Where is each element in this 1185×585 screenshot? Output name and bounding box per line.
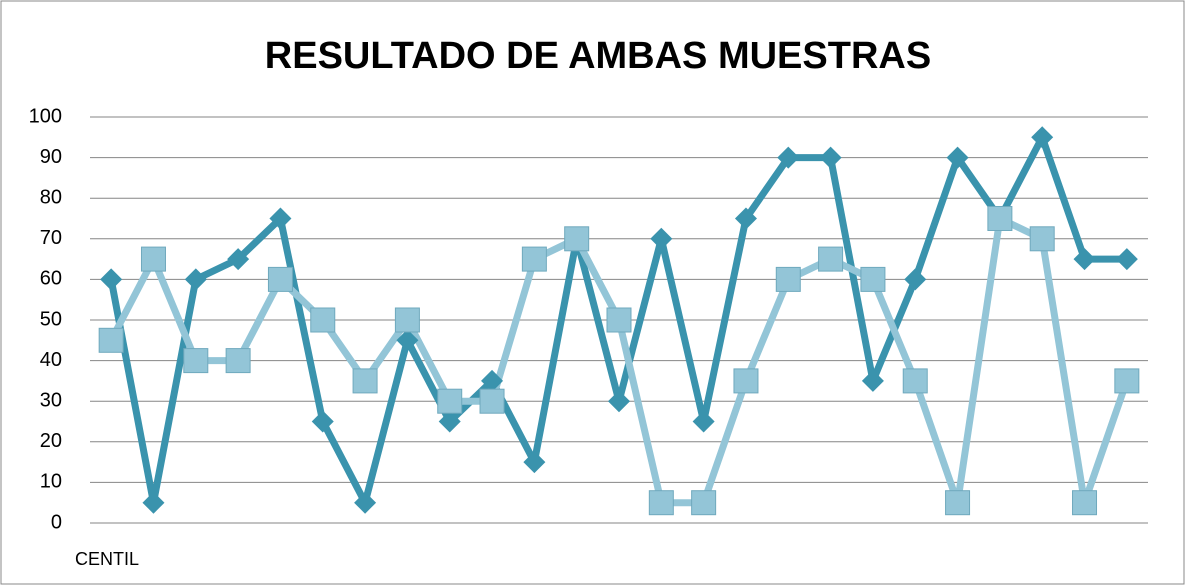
diamond-marker	[354, 491, 377, 514]
square-marker	[902, 368, 928, 394]
square-marker	[818, 246, 844, 272]
y-tick-label: 0	[51, 511, 62, 533]
square-marker	[1029, 226, 1055, 252]
diamond-marker	[692, 410, 715, 433]
square-marker	[521, 246, 547, 272]
diamond-marker	[608, 390, 630, 413]
diamond-marker	[142, 491, 165, 514]
square-marker	[267, 266, 293, 292]
square-marker	[775, 266, 801, 292]
square-marker	[310, 307, 336, 333]
square-marker	[1072, 490, 1098, 516]
square-marker	[691, 490, 717, 516]
diamond-marker	[481, 369, 504, 392]
square-marker	[183, 348, 209, 374]
y-tick-label: 30	[40, 389, 62, 411]
y-tick-label: 70	[40, 227, 62, 249]
y-tick-label: 10	[40, 471, 62, 493]
diamond-marker	[734, 207, 757, 230]
diamond-marker	[1031, 126, 1054, 149]
square-marker	[564, 226, 590, 252]
y-tick-label: 50	[40, 308, 62, 330]
diamond-marker	[1073, 248, 1096, 271]
square-marker	[437, 388, 463, 414]
diamond-marker	[438, 410, 461, 433]
square-marker	[140, 246, 166, 272]
y-tick-label: 80	[40, 186, 62, 208]
chart-title: RESULTADO DE AMBAS MUESTRAS	[265, 35, 931, 77]
diamond-marker	[1115, 248, 1138, 271]
square-marker	[606, 307, 632, 333]
y-tick-label: 100	[29, 105, 62, 127]
diamond-marker	[777, 146, 800, 169]
square-marker	[479, 388, 505, 414]
square-marker	[352, 368, 378, 394]
diamond-marker	[100, 268, 123, 291]
diamond-marker	[227, 248, 250, 271]
y-tick-label: 40	[40, 349, 62, 371]
y-tick-label: 60	[40, 268, 62, 290]
square-marker	[945, 490, 971, 516]
diamond-marker	[819, 146, 842, 169]
x-axis-label: CENTIL	[75, 549, 139, 569]
diamond-marker	[946, 146, 969, 169]
diamond-marker	[269, 207, 292, 230]
square-marker	[98, 327, 124, 353]
square-marker	[733, 368, 759, 394]
diamond-marker	[650, 227, 673, 250]
y-tick-label: 20	[40, 430, 62, 452]
diamond-marker	[523, 451, 546, 474]
diamond-marker	[184, 268, 207, 291]
square-marker	[1114, 368, 1140, 394]
diamond-marker	[311, 410, 334, 433]
square-marker	[987, 206, 1013, 231]
square-marker	[394, 307, 420, 333]
square-marker	[648, 490, 674, 516]
diamond-marker	[861, 369, 884, 392]
square-marker	[225, 348, 251, 374]
square-marker	[860, 266, 886, 292]
diamond-marker	[396, 329, 419, 352]
diamond-marker	[904, 268, 927, 291]
y-tick-label: 90	[40, 146, 62, 168]
